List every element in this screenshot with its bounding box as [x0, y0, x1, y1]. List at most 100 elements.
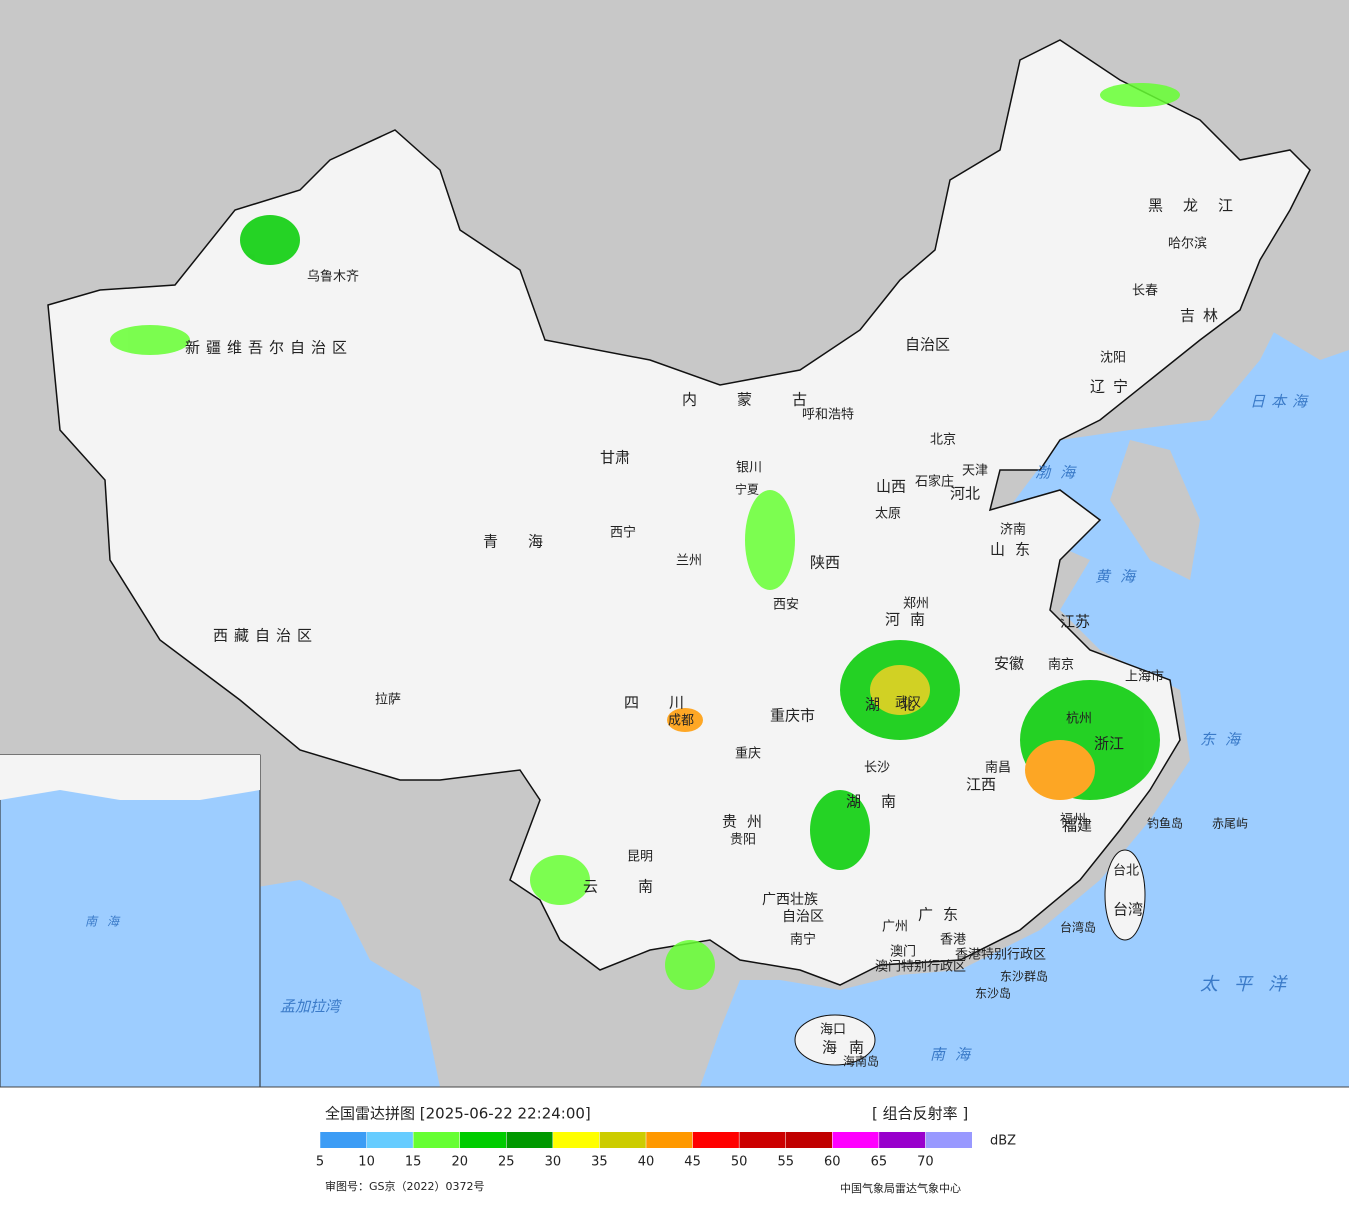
legend-tick-label: 55 [777, 1155, 794, 1170]
place-label: 云南 [583, 878, 693, 896]
color-swatch [692, 1132, 740, 1148]
place-label: 重庆 [735, 746, 761, 762]
color-swatch [552, 1132, 600, 1148]
place-label: 赤尾屿 [1212, 817, 1248, 831]
place-label: 东沙岛 [975, 986, 1011, 1001]
legend-tick-label: 40 [638, 1155, 655, 1170]
color-swatch [878, 1132, 926, 1148]
place-label: 甘肃 [600, 449, 630, 467]
place-label: 湖南 [846, 793, 916, 811]
legend-tick-label: 50 [731, 1155, 748, 1170]
place-label: 昆明 [627, 850, 653, 865]
color-swatch [413, 1132, 460, 1148]
place-label: 四川 [624, 694, 714, 712]
place-label: 海口 [820, 1023, 846, 1038]
place-label: 成都 [668, 714, 694, 729]
legend-tick-label: 45 [684, 1155, 701, 1170]
sea [240, 880, 440, 1087]
color-swatch [785, 1132, 833, 1148]
legend-tick-label: 25 [498, 1155, 515, 1170]
legend-unit: dBZ [990, 1134, 1016, 1149]
place-label: 呼和浩特 [802, 408, 854, 423]
china-outline [47, 39, 1311, 986]
place-label: 哈尔滨 [1168, 236, 1207, 252]
place-label: 长春 [1132, 284, 1158, 299]
place-label: 台北 [1113, 864, 1139, 879]
sea-label: 渤海 [1035, 464, 1085, 482]
place-label: 台湾岛 [1060, 920, 1096, 935]
place-label: 南京 [1048, 657, 1074, 673]
place-label: 南宁 [790, 932, 816, 948]
sea [700, 270, 1349, 1087]
place-label: 乌鲁木齐 [307, 269, 359, 285]
color-swatch [739, 1132, 786, 1148]
place-label: 石家庄 [915, 474, 954, 490]
place-label: 广东 [918, 906, 968, 924]
place-label: 香港 [940, 933, 966, 948]
color-swatch [366, 1132, 414, 1148]
place-label: 黑龙江 [1148, 197, 1253, 215]
place-label: 兰州 [676, 554, 702, 569]
place-label: 长沙 [864, 761, 890, 776]
legend-tick-label: 30 [545, 1155, 562, 1170]
place-label: 新疆维吾尔自治区 [185, 339, 353, 357]
place-label: 太原 [875, 507, 901, 522]
color-swatch [320, 1132, 367, 1148]
land [1110, 440, 1200, 580]
taiwan [1104, 849, 1146, 941]
place-label: 山东 [990, 541, 1040, 559]
place-label: 澳门 [890, 944, 916, 960]
place-label: 北京 [930, 433, 956, 448]
place-label: 河南 [885, 611, 935, 629]
inset-land [0, 755, 260, 800]
sea-label: 南海 [930, 1046, 980, 1064]
source: 中国气象局雷达气象中心 [840, 1181, 961, 1195]
place-label: 内蒙古 [682, 391, 847, 409]
place-label: 西安 [773, 598, 799, 613]
place-label: 西宁 [610, 525, 636, 541]
legend-tick-label: 60 [824, 1155, 841, 1170]
place-label: 福建 [1062, 817, 1092, 835]
place-label: 山西 [876, 478, 906, 496]
place-label: 福州 [1060, 813, 1086, 828]
inset-box [0, 754, 261, 1088]
place-label: 南昌 [985, 760, 1011, 776]
color-swatch [506, 1132, 553, 1148]
place-label: 郑州 [903, 597, 929, 612]
place-label: 上海市 [1125, 669, 1164, 685]
place-label: 西藏自治区 [213, 627, 318, 645]
legend-tick-label: 15 [405, 1155, 422, 1170]
place-label: 吉林 [1180, 307, 1226, 325]
place-label: 东沙群岛 [1000, 969, 1048, 984]
color-swatch [459, 1132, 507, 1148]
legend-tick-label: 35 [591, 1155, 608, 1170]
place-label: 澳门特别行政区 [875, 959, 966, 975]
color-swatch [832, 1132, 879, 1148]
sea-label: 东海 [1200, 731, 1250, 749]
legend-tick-label: 5 [316, 1155, 324, 1170]
sea-label: 南海 [85, 915, 129, 929]
place-label: 河北 [950, 485, 980, 503]
place-label: 广西壮族 [762, 892, 818, 908]
place-label: 天津 [962, 464, 988, 479]
color-swatch [599, 1132, 646, 1148]
place-label: 青海 [483, 533, 573, 551]
place-label: 陕西 [810, 554, 840, 572]
place-label: 广州 [882, 920, 908, 935]
place-label: 江西 [966, 776, 996, 794]
legend-title: 全国雷达拼图 [2025-06-22 22:24:00] [325, 1105, 591, 1123]
place-label: 自治区 [905, 336, 950, 354]
place-label: 浙江 [1094, 735, 1124, 753]
place-label: 安徽 [994, 655, 1024, 673]
place-label: 辽宁 [1090, 378, 1136, 396]
land [1270, 230, 1349, 360]
legend-product: [ 组合反射率 ] [872, 1105, 968, 1123]
legend-tick-label: 20 [451, 1155, 468, 1170]
place-label: 武汉 [895, 696, 921, 711]
place-label: 贵阳 [730, 833, 756, 848]
place-label: 台湾 [1113, 901, 1143, 919]
place-label: 拉萨 [375, 693, 401, 708]
sea-label: 日本海 [1250, 393, 1313, 411]
hainan [794, 1014, 876, 1066]
